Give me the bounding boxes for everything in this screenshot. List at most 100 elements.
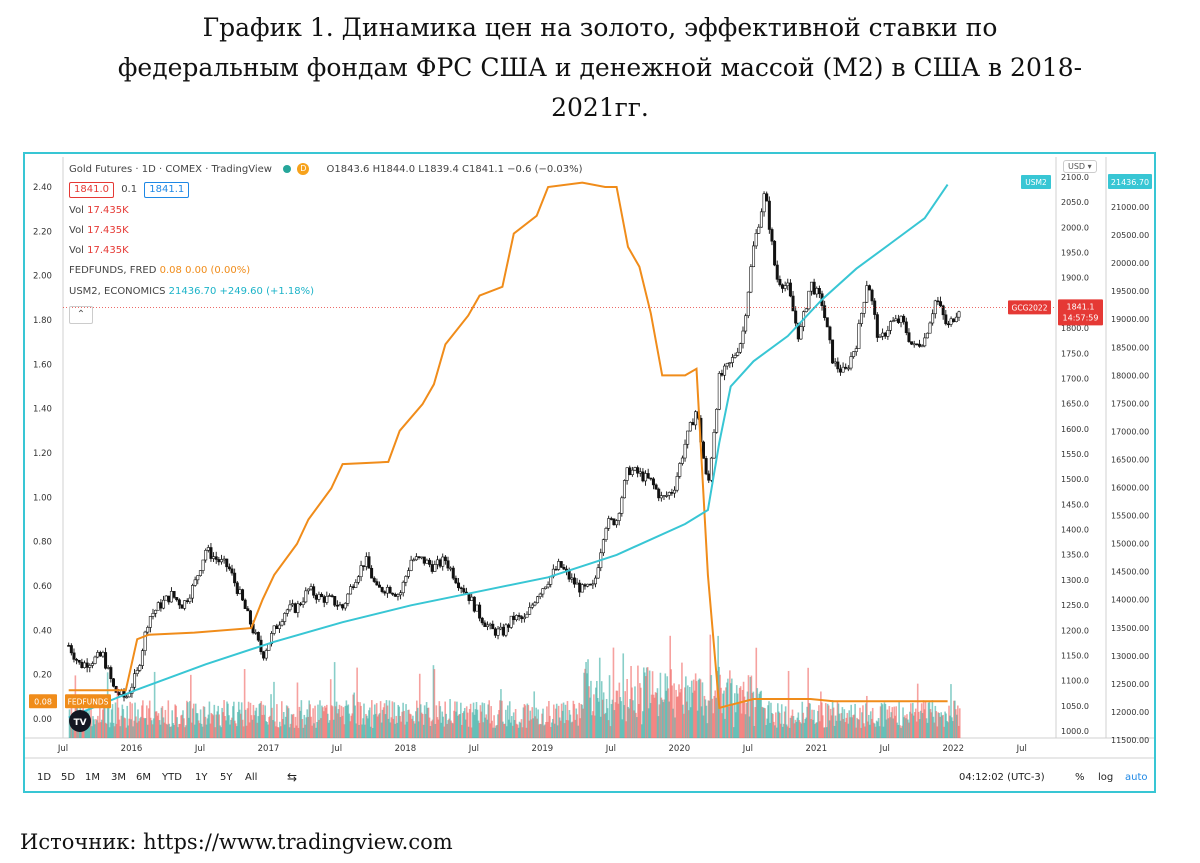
volume-bar: [894, 715, 897, 738]
left-axis-tick: 1.20: [33, 449, 52, 459]
gold-candle: [512, 615, 516, 621]
gold-candle: [904, 321, 908, 333]
timeframe-1d[interactable]: 1D: [37, 772, 52, 783]
timeframe-5y[interactable]: 5Y: [220, 772, 233, 783]
volume-bar: [810, 719, 812, 738]
timeframe-1m[interactable]: 1M: [85, 772, 100, 783]
volume-bar: [145, 718, 147, 738]
volume-bar: [190, 674, 192, 738]
gold-candle: [570, 577, 574, 580]
volume-bar: [99, 700, 101, 738]
timeframe-6m[interactable]: 6M: [136, 772, 151, 783]
volume-bar: [762, 707, 764, 738]
volume-bar: [183, 718, 185, 738]
log-toggle[interactable]: log: [1098, 772, 1114, 783]
volume-bar: [255, 707, 258, 738]
gold-candle: [723, 365, 727, 376]
volume-bar: [324, 705, 326, 738]
volume-bar: [731, 678, 733, 738]
volume-bar: [333, 662, 336, 738]
timeframe-1y[interactable]: 1Y: [195, 772, 208, 783]
volume-bar: [194, 703, 197, 738]
dividend-icon[interactable]: D: [297, 163, 310, 175]
gold-last-value: 1841.1: [1067, 302, 1095, 311]
volume-bar: [845, 717, 848, 738]
volume-bar: [397, 704, 400, 738]
usm2-legend-label[interactable]: USM2, ECONOMICS: [69, 285, 166, 297]
volume-bar: [509, 722, 512, 738]
volume-bar: [286, 706, 289, 738]
volume-bar: [514, 709, 517, 738]
volume-bar: [816, 722, 818, 738]
volume-bar: [461, 713, 464, 738]
chart-canvas[interactable]: 2.40 2.20 2.00 1.80 1.60 1.40 1.20 1.00 0.80 0.60…: [25, 154, 1154, 791]
gold-candle: [762, 193, 766, 213]
timeframe-ytd[interactable]: YTD: [162, 772, 182, 783]
volume-bar: [465, 706, 468, 738]
source-note: Источник: https://www.tradingview.com: [20, 830, 453, 854]
gold-candle: [317, 593, 321, 600]
volume-bar: [743, 696, 746, 738]
timeframe-3m[interactable]: 3M: [111, 772, 126, 783]
volume-bar: [770, 702, 772, 738]
time-axis-tick: 2020: [669, 744, 691, 754]
volume-bar: [145, 705, 148, 738]
volume-bar: [585, 662, 587, 738]
collapse-legend-button[interactable]: ⌃: [69, 306, 93, 324]
gold-candle: [175, 597, 179, 601]
volume-bar: [922, 700, 925, 738]
left-axis-tick: 1.60: [33, 360, 52, 370]
volume-bar: [278, 727, 280, 738]
volume-bar: [272, 720, 274, 738]
timeframe-5d[interactable]: 5D: [61, 772, 76, 783]
gold-candle: [757, 226, 761, 234]
volume-bar: [175, 705, 177, 738]
gold-candle: [954, 316, 958, 322]
volume-bar: [187, 702, 189, 738]
volume-bar: [617, 703, 620, 738]
sell-button[interactable]: 1841.0: [69, 182, 114, 199]
buy-button[interactable]: 1841.1: [144, 182, 190, 199]
fedfunds-legend-value: 0.08 0.00 (0.00%): [159, 265, 251, 277]
gold-candle: [783, 285, 787, 289]
gold-candle: [509, 615, 513, 628]
compare-icon[interactable]: ⇆: [287, 770, 298, 784]
volume-bar: [929, 709, 932, 738]
gold-candle: [536, 596, 540, 604]
clock-readout[interactable]: 04:12:02 (UTC-3): [959, 772, 1045, 783]
gold-candle: [254, 632, 258, 634]
volume-bar: [641, 724, 643, 738]
volume-bar: [367, 718, 369, 738]
legend-title[interactable]: Gold Futures · 1D · COMEX · TradingView: [69, 164, 272, 175]
volume-bar: [318, 719, 320, 738]
volume-bar: [321, 705, 323, 738]
volume-bar: [467, 726, 470, 738]
fedfunds-legend-label[interactable]: FEDFUNDS, FRED: [69, 265, 157, 277]
volume-bar: [539, 723, 541, 738]
gold-candle: [330, 595, 334, 597]
currency-selector[interactable]: USD ▾: [1063, 160, 1097, 173]
volume-bar: [211, 714, 214, 738]
timeframe-all[interactable]: All: [245, 772, 258, 783]
gold-candle: [341, 604, 345, 609]
volume-bar: [358, 724, 360, 738]
gold-axis-tick: 2050.0: [1061, 198, 1089, 207]
volume-bar: [944, 711, 946, 738]
volume-bar: [417, 721, 420, 738]
volume-bar: [802, 712, 805, 738]
percent-toggle[interactable]: %: [1075, 772, 1085, 783]
volume-bar: [322, 707, 324, 738]
gold-candle: [946, 323, 950, 326]
auto-toggle[interactable]: auto: [1125, 772, 1148, 783]
volume-bar: [863, 723, 865, 738]
volume-bar: [599, 716, 602, 738]
volume-bar: [721, 713, 723, 738]
gold-candle: [438, 559, 442, 567]
volume-bar: [766, 718, 768, 738]
volume-bar: [829, 708, 832, 738]
volume-bar: [388, 700, 391, 738]
volume-bar: [204, 716, 207, 738]
volume-bar: [916, 683, 919, 738]
vol-label: Vol: [69, 245, 84, 257]
volume-bar: [831, 700, 834, 738]
